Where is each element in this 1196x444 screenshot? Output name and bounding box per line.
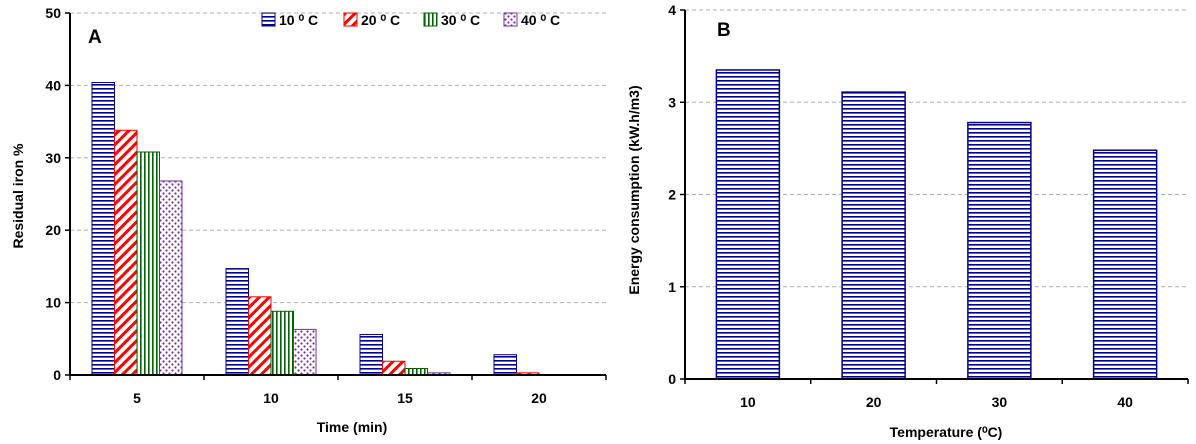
chart-b-y-tick-label: 2 bbox=[668, 187, 676, 203]
chart-a-x-tick-label: 10 bbox=[263, 390, 279, 406]
chart-b-y-tick-label: 4 bbox=[668, 2, 676, 18]
chart-a-x-tick-label: 20 bbox=[531, 390, 547, 406]
chart-a-legend-swatch bbox=[343, 12, 358, 27]
chart-a-y-tick-label: 50 bbox=[45, 5, 61, 21]
chart-b-bars bbox=[715, 69, 1158, 380]
chart-b-panel-label: B bbox=[717, 20, 731, 41]
chart-a-gridlines bbox=[70, 12, 606, 304]
chart-b-x-axis-label: Temperature (⁰C) bbox=[890, 424, 1003, 440]
chart-a-legend-swatch bbox=[423, 12, 438, 27]
chart-a-legend-label: 40 ⁰ C bbox=[521, 12, 560, 28]
chart-b-x-tick-label: 40 bbox=[1117, 394, 1133, 410]
chart-a-bar bbox=[136, 151, 160, 376]
chart-a-x-tick-label: 5 bbox=[133, 390, 141, 406]
chart-a-bar bbox=[159, 180, 183, 376]
chart-a-legend: 10 ⁰ C 20 ⁰ C 30 ⁰ C 40 ⁰ C bbox=[261, 12, 560, 28]
chart-a-bar bbox=[270, 310, 294, 376]
chart-a-y-tick-label: 0 bbox=[53, 367, 61, 383]
chart-a-legend-swatch bbox=[261, 12, 276, 27]
chart-b-x-ticks: 10 20 30 40 bbox=[740, 394, 1133, 410]
chart-b-x-tick-label: 30 bbox=[992, 394, 1008, 410]
chart-b-y-axis-label: Energy consumption (kW.h/m3) bbox=[626, 85, 642, 294]
chart-b-y-ticks: 0 1 2 3 4 bbox=[668, 2, 676, 387]
chart-a-y-tick-label: 10 bbox=[45, 295, 61, 311]
chart-b-bar bbox=[715, 69, 781, 380]
chart-a-bar bbox=[493, 354, 517, 376]
chart-a-bar bbox=[91, 82, 115, 376]
chart-a-x-tick-label: 15 bbox=[397, 390, 413, 406]
chart-b-bar bbox=[841, 91, 906, 380]
chart-a: 0 10 20 30 40 50 5 10 15 20 A Time (min) Residua… bbox=[10, 5, 607, 435]
chart-a-bar bbox=[293, 328, 317, 376]
chart-a-legend-label: 30 ⁰ C bbox=[441, 12, 480, 28]
chart-b-x-tick-label: 10 bbox=[740, 394, 756, 410]
chart-a-y-tick-label: 30 bbox=[45, 150, 61, 166]
chart-a-bar bbox=[382, 360, 406, 376]
chart-a-y-tick-label: 20 bbox=[45, 222, 61, 238]
chart-a-panel-label: A bbox=[88, 27, 102, 48]
chart-a-x-axis-label: Time (min) bbox=[317, 419, 388, 435]
chart-a-y-ticks: 0 10 20 30 40 50 bbox=[45, 5, 61, 383]
chart-a-bar bbox=[225, 268, 249, 376]
chart-a-y-axis-label: Residual iron % bbox=[10, 143, 26, 249]
chart-a-legend-label: 20 ⁰ C bbox=[361, 12, 400, 28]
chart-b-y-tick-label: 1 bbox=[668, 279, 676, 295]
chart-a-axes bbox=[65, 12, 607, 380]
chart-b-x-tick-label: 20 bbox=[866, 394, 882, 410]
chart-a-x-ticks: 5 10 15 20 bbox=[133, 390, 547, 406]
chart-a-bar bbox=[114, 129, 138, 376]
chart-a-legend-swatch bbox=[503, 12, 518, 27]
chart-b-y-tick-label: 0 bbox=[668, 371, 676, 387]
chart-a-y-tick-label: 40 bbox=[45, 77, 61, 93]
chart-a-legend-label: 10 ⁰ C bbox=[279, 12, 318, 28]
chart-a-bar bbox=[248, 296, 272, 376]
chart-b-axes bbox=[680, 9, 1189, 384]
chart-a-bars bbox=[91, 82, 540, 376]
chart-b-bar bbox=[967, 121, 1032, 380]
chart-a-bar bbox=[359, 333, 383, 376]
chart-b-bar bbox=[1092, 149, 1158, 380]
chart-b: 0 1 2 3 4 10 20 30 40 B Temperature (⁰C) Energy… bbox=[626, 2, 1189, 440]
chart-b-y-tick-label: 3 bbox=[668, 94, 676, 110]
